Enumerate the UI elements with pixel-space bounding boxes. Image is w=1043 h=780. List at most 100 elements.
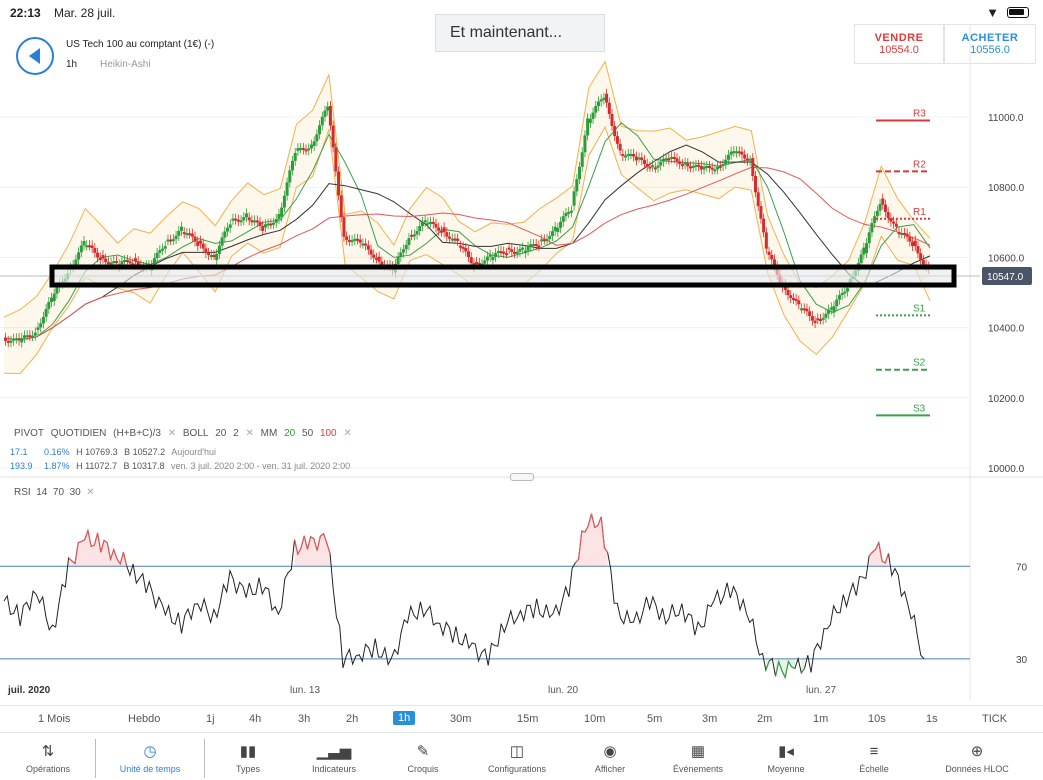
timeframe-option[interactable]: 2h <box>346 713 359 725</box>
candle <box>163 246 167 249</box>
timeframe-option[interactable]: 4h <box>249 713 262 725</box>
toolbar-op-rations[interactable]: ⇅ Opérations <box>0 737 96 780</box>
timeframe-label[interactable]: 1h <box>66 59 78 70</box>
date-label-3: lun. 27 <box>806 685 837 696</box>
toolbar-unit-de-temps[interactable]: ◷ Unité de temps <box>97 737 203 780</box>
buy-button[interactable]: ACHETER 10556.0 <box>944 24 1036 64</box>
bollinger-fill <box>4 61 930 374</box>
timeframe-option[interactable]: 5m <box>647 713 663 725</box>
toolbar-indicateurs[interactable]: ▁▃▅ Indicateurs <box>290 737 378 780</box>
timeframe-option[interactable]: 1 Mois <box>38 713 71 725</box>
candle <box>583 135 587 153</box>
candle <box>14 338 18 341</box>
pane-resize-handle[interactable] <box>510 473 534 481</box>
timeframe-option[interactable]: TICK <box>982 713 1008 725</box>
timeframe-option[interactable]: Hebdo <box>128 713 161 725</box>
candle <box>572 191 576 206</box>
month-period: ven. 3 juil. 2020 2:00 - ven. 31 juil. 2… <box>171 461 351 471</box>
timeframe-option[interactable]: 10s <box>868 713 886 725</box>
toolbar-donn-es-hloc[interactable]: ⊕ Données HLOC <box>918 737 1036 780</box>
candle <box>328 106 332 126</box>
rsi-overbought-line <box>103 539 108 544</box>
toolbar--chelle[interactable]: ≡ Échelle <box>830 737 918 780</box>
candle <box>821 317 825 320</box>
sell-button[interactable]: VENDRE 10554.0 <box>854 24 944 64</box>
toolbar-afficher[interactable]: ◉ Afficher <box>566 737 654 780</box>
rsi-oversold-line <box>781 670 786 678</box>
toolbar-croquis[interactable]: ✎ Croquis <box>378 737 468 780</box>
candle <box>578 166 582 180</box>
candle <box>818 318 822 321</box>
candle <box>426 222 430 225</box>
candle <box>786 289 790 296</box>
remove-mm-icon[interactable]: ✕ <box>343 428 352 439</box>
toolbar-label: Échelle <box>859 763 889 774</box>
pivot-label: PIVOT <box>14 428 45 439</box>
candle <box>794 298 798 301</box>
candle <box>632 153 636 157</box>
wifi-icon: ▼ <box>986 5 999 20</box>
timeframe-option[interactable]: 15m <box>517 713 539 725</box>
candle <box>263 224 267 228</box>
candle <box>212 255 216 258</box>
rsi-oversold-line <box>778 661 783 672</box>
candle <box>234 218 238 221</box>
timeframe-option[interactable]: 1j <box>206 713 215 725</box>
month-change: 193.9 <box>10 461 33 471</box>
timeframe-option[interactable]: 10m <box>584 713 606 725</box>
rsi-overbought-line <box>316 536 321 551</box>
timeframe-option[interactable]: 3h <box>298 713 311 725</box>
timeframe-option[interactable]: 1m <box>813 713 829 725</box>
instrument-title[interactable]: US Tech 100 au comptant (1€) (-) <box>66 39 215 50</box>
timeframe-option[interactable]: 1s <box>926 713 938 725</box>
candle <box>491 256 495 261</box>
candle <box>485 256 489 261</box>
remove-rsi-icon[interactable]: ✕ <box>86 487 95 498</box>
rsi-overbought-line <box>68 557 73 562</box>
candle <box>832 306 836 313</box>
remove-boll-icon[interactable]: ✕ <box>245 428 254 439</box>
candle <box>272 222 276 225</box>
back-arrow-icon <box>29 48 40 64</box>
chart-type-label[interactable]: Heikin-Ashi <box>100 59 151 70</box>
status-bar: 22:13 Mar. 28 juil. ▼ <box>0 0 1043 24</box>
candle <box>82 241 86 246</box>
toolbar-types[interactable]: ▮▮ Types <box>206 737 290 780</box>
candle <box>412 234 416 237</box>
back-button[interactable] <box>16 37 54 75</box>
candle <box>900 233 904 236</box>
rsi-overbought-line <box>875 542 880 550</box>
toolbar-label: Données HLOC <box>945 763 1009 774</box>
candle <box>339 195 343 218</box>
candle <box>564 212 568 217</box>
rsi-overbought-fill <box>104 540 108 567</box>
rsi-overbought-line <box>597 516 602 526</box>
candle <box>236 219 240 222</box>
timeframe-option[interactable]: 30m <box>450 713 472 725</box>
candle <box>223 231 227 238</box>
candle <box>369 249 373 255</box>
candle <box>542 239 546 242</box>
candle <box>740 151 744 155</box>
toolbar--v-nements[interactable]: ▦ Événements <box>654 737 742 780</box>
timeframe-option[interactable]: 1h <box>393 711 416 725</box>
today-high: H 10769.3 <box>76 447 118 457</box>
candle <box>613 125 617 137</box>
candle <box>437 227 441 231</box>
remove-pivot-icon[interactable]: ✕ <box>167 428 177 439</box>
rsi-overbought-fill <box>94 532 98 567</box>
toolbar-configurations[interactable]: ◫ Configurations <box>468 737 566 780</box>
candle <box>204 248 208 253</box>
rsi-overbought-line <box>90 544 95 548</box>
candle <box>724 159 728 165</box>
timeframe-option[interactable]: 2m <box>757 713 773 725</box>
rsi-overbought-line <box>119 552 125 565</box>
candle <box>586 118 590 136</box>
price-chart[interactable]: 11000.0 10800.0 10600.0 10400.0 10200.0 10000… <box>0 0 1043 705</box>
timeframe-option[interactable]: 3m <box>702 713 718 725</box>
candle <box>247 217 251 221</box>
toolbar-moyenne[interactable]: ▮◂ Moyenne <box>742 737 830 780</box>
candle <box>439 230 443 233</box>
candle <box>445 232 449 237</box>
candle <box>680 164 684 167</box>
